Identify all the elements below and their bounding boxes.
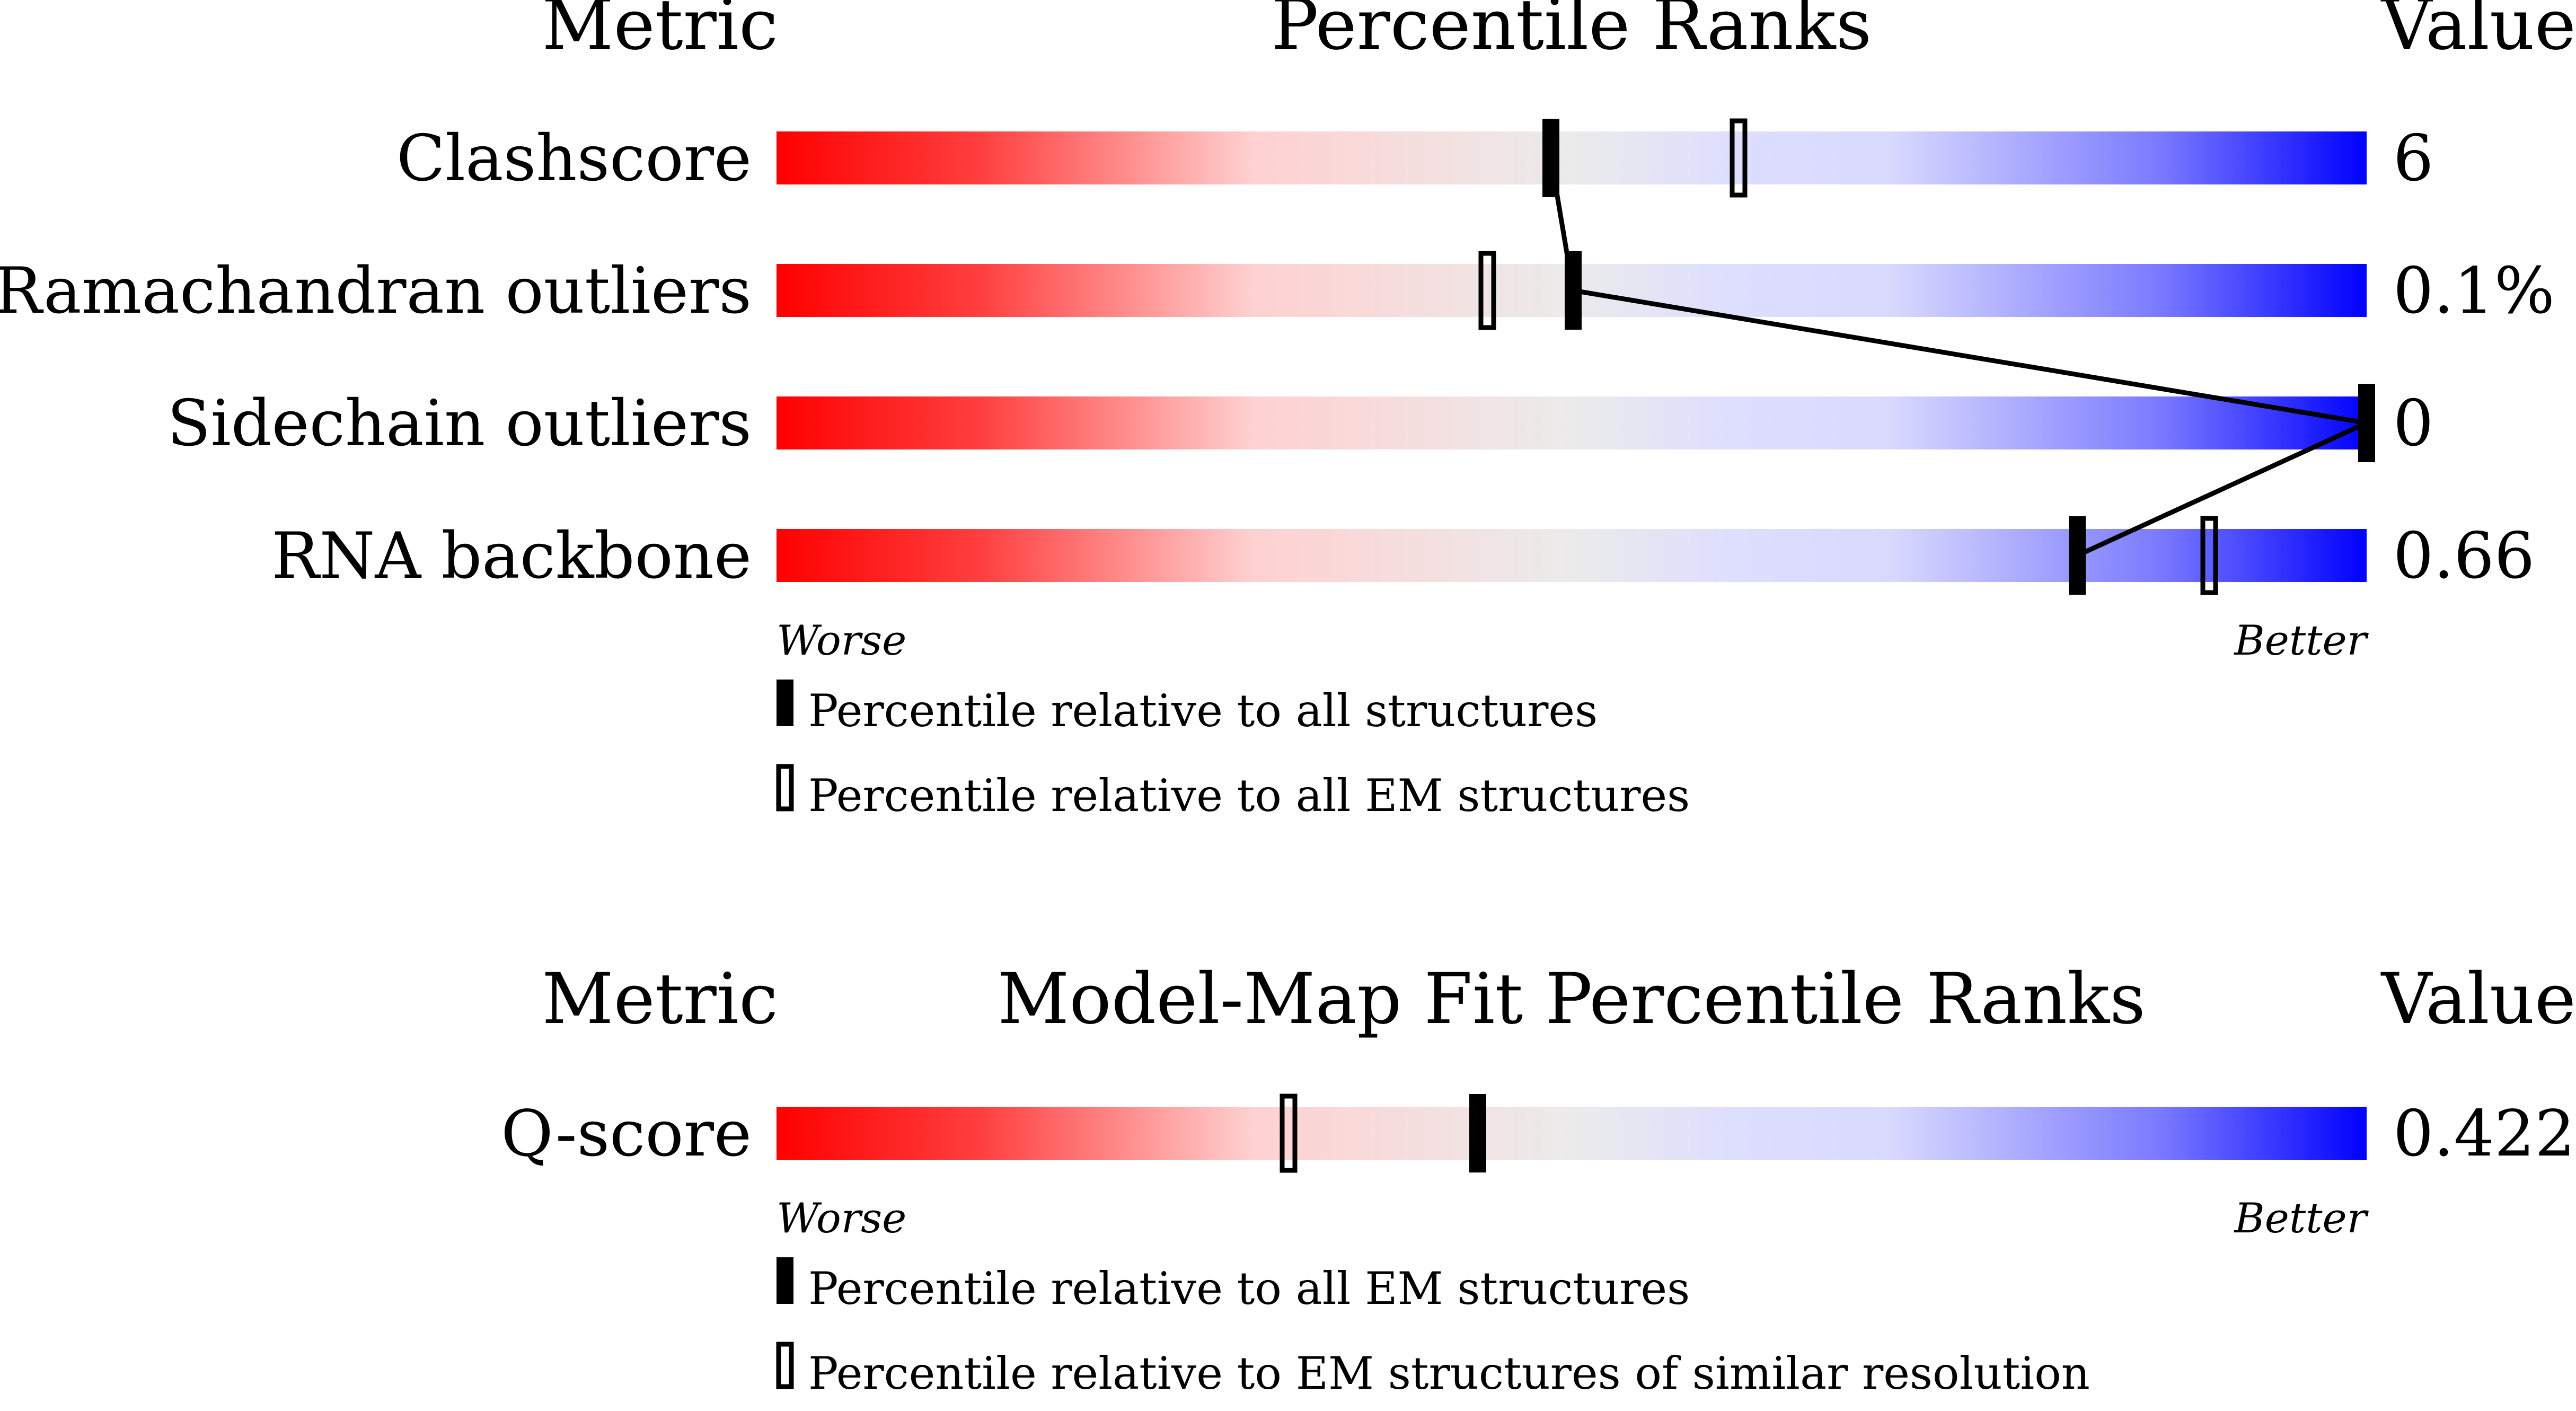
percentile-marker-open	[2200, 516, 2218, 595]
legend-marker-open	[776, 1342, 794, 1389]
legend-label: Percentile relative to EM structures of …	[808, 1347, 2090, 1399]
panel-2: Metric Model-Map Fit Percentile Ranks Valu…	[501, 958, 2576, 1399]
percentile-marker-filled	[2358, 384, 2375, 462]
chart-title: Percentile Ranks	[1272, 0, 1872, 66]
chart-title: Model-Map Fit Percentile Ranks	[998, 958, 2146, 1040]
legend-marker-open	[776, 764, 794, 812]
legend-marker-filled	[777, 1257, 793, 1304]
percentile-marker-open	[1478, 251, 1496, 330]
metric-header: Metric	[542, 958, 778, 1040]
better-label: Better	[2233, 1195, 2369, 1242]
metric-value: 6	[2393, 122, 2433, 196]
metric-label: Ramachandran outliers	[0, 254, 752, 328]
legend-label: Percentile relative to all EM structures	[808, 770, 1690, 822]
rank-connector-line	[1548, 157, 2375, 558]
legend-marker-filled	[777, 680, 793, 726]
metric-label: Sidechain outliers	[167, 387, 752, 461]
percentile-marker-filled	[2069, 516, 2086, 595]
metric-value: 0	[2393, 387, 2433, 461]
metric-value: 0.66	[2393, 519, 2535, 593]
percentile-marker-filled	[1565, 251, 1582, 330]
gradient-bar	[777, 1107, 2367, 1160]
legend-label: Percentile relative to all structures	[808, 685, 1598, 737]
value-header: Value	[2380, 958, 2576, 1040]
panel-1: Metric Percentile Ranks Value Clashscore 6 Ra…	[0, 0, 2576, 822]
metric-label: Clashscore	[396, 122, 752, 196]
metric-header: Metric	[542, 0, 778, 66]
better-label: Better	[2233, 617, 2369, 665]
gradient-bar	[777, 396, 2367, 449]
percentile-marker-filled	[1542, 119, 1559, 197]
percentile-marker-filled	[1469, 1094, 1486, 1172]
percentile-marker-open	[1730, 118, 1748, 198]
gradient-bar	[777, 529, 2367, 582]
worse-label: Worse	[777, 617, 906, 665]
metric-label: RNA backbone	[271, 519, 752, 593]
legend-label: Percentile relative to all EM structures	[808, 1263, 1690, 1315]
metric-value: 0.1%	[2393, 254, 2555, 328]
gradient-bar	[777, 131, 2367, 184]
percentile-marker-open	[1280, 1093, 1298, 1173]
worse-label: Worse	[777, 1195, 906, 1242]
metric-label: Q-score	[501, 1097, 752, 1171]
metric-value: 0.422	[2393, 1097, 2575, 1171]
value-header: Value	[2380, 0, 2576, 66]
